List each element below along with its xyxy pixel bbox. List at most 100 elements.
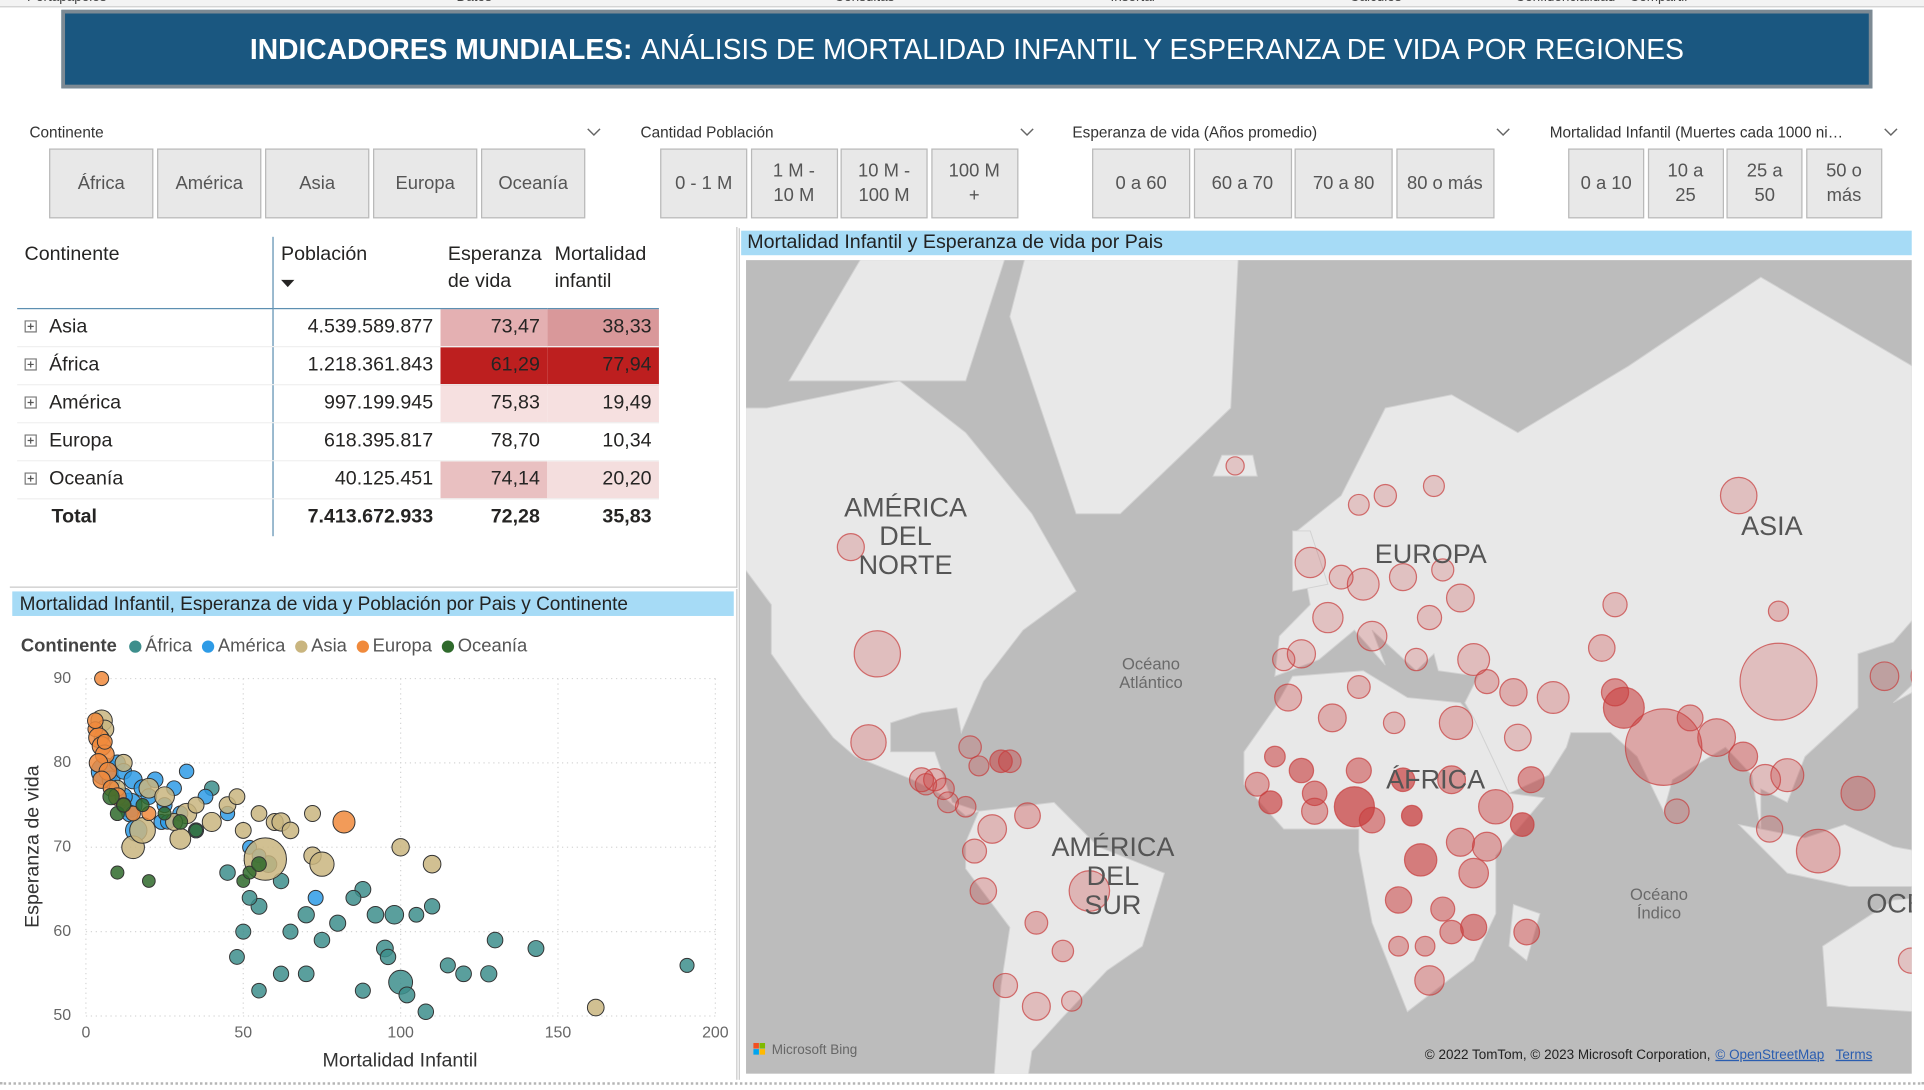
x-tick-label: 150 — [545, 1024, 572, 1041]
map-bubble — [1403, 843, 1438, 877]
slicer-button[interactable]: 10 a 25 — [1647, 148, 1724, 219]
map-bubble — [992, 972, 1019, 999]
column-header[interactable]: Población — [273, 236, 441, 310]
map-region-label: AMÉRICA — [844, 492, 967, 522]
matrix-table: Continente Población Esperanza de vida Mort… — [17, 236, 659, 537]
ribbon-group: Insertar — [1110, 0, 1156, 5]
y-tick-label: 90 — [53, 670, 71, 687]
slicer-button[interactable]: 80 o más — [1395, 148, 1494, 219]
bing-logo-square — [759, 1042, 766, 1049]
map-terms-link[interactable]: Terms — [1836, 1047, 1873, 1062]
slicer-button[interactable]: 60 a 70 — [1193, 148, 1292, 219]
y-tick-label: 80 — [53, 754, 71, 771]
map-bubble — [1404, 647, 1428, 672]
expand-plus — [27, 361, 34, 368]
ribbon-group: Compartir — [1630, 0, 1689, 5]
map-bubble — [1460, 913, 1488, 942]
map-bubble — [1509, 812, 1535, 837]
slicer-button[interactable]: 0 - 1 M — [660, 148, 748, 219]
map-bubble — [1869, 661, 1900, 692]
land-area — [1892, 684, 1912, 704]
map-bubble — [1728, 741, 1759, 772]
expand-icon[interactable] — [24, 358, 38, 371]
ribbon-group: Confidencialidad — [1515, 0, 1615, 5]
slicer-button[interactable]: 10 M - 100 M — [840, 148, 928, 219]
scatter-point — [87, 712, 104, 730]
scatter-point — [586, 998, 605, 1017]
slicer-button[interactable]: Asia — [265, 148, 370, 219]
slicer-button[interactable]: 100 M + — [930, 148, 1018, 219]
legend-label: Europa — [373, 635, 433, 656]
map-bubble — [1755, 815, 1784, 843]
expand-icon[interactable] — [24, 472, 38, 485]
scatter-point — [391, 838, 410, 857]
scatter-point — [189, 823, 204, 838]
scatter-point — [116, 797, 132, 813]
header-title-bold: INDICADORES MUNDIALES: — [249, 32, 633, 65]
slicer-button[interactable]: Europa — [373, 148, 478, 219]
map-bubble — [1388, 935, 1410, 957]
slicer-button[interactable]: África — [49, 148, 154, 219]
expand-icon[interactable] — [24, 320, 38, 333]
expand-plus — [27, 323, 34, 330]
scatter-point — [486, 931, 504, 949]
scatter-point — [242, 865, 257, 880]
map-bubble — [1431, 558, 1455, 582]
scatter-point — [141, 874, 156, 888]
map-bubble — [1719, 476, 1758, 515]
ribbon: Portapapeles Datos Consultas Insertar Cálcul… — [0, 0, 1924, 8]
slicer-button[interactable]: 0 a 10 — [1568, 148, 1645, 219]
map-bubble — [1503, 723, 1532, 752]
column-header[interactable]: Continente — [17, 236, 274, 310]
scatter-point — [345, 889, 362, 906]
sort-arrow — [280, 279, 295, 288]
slicer-button[interactable]: América — [157, 148, 262, 219]
slicer-button[interactable]: 70 a 80 — [1294, 148, 1393, 219]
map-bubble — [969, 877, 998, 905]
dropdown-chevron[interactable] — [1884, 128, 1899, 138]
scatter-point — [417, 1003, 435, 1021]
y-tick-label: 50 — [53, 1007, 71, 1024]
expand-box — [24, 434, 37, 447]
dropdown-chevron[interactable] — [587, 128, 602, 138]
dropdown-chevron[interactable] — [1496, 128, 1511, 138]
expand-icon[interactable] — [24, 434, 38, 447]
map-bubble — [1840, 775, 1876, 811]
dropdown-chevron[interactable] — [1020, 128, 1035, 138]
slicer-button[interactable]: 25 a 50 — [1726, 148, 1803, 219]
expand-icon[interactable] — [24, 396, 38, 409]
header-row: Continente Población Esperanza de vida Mort… — [17, 236, 659, 310]
map-bubble — [1346, 567, 1380, 601]
slicer-button[interactable]: 50 o más — [1805, 148, 1883, 219]
map-region-label: Océano — [1122, 654, 1180, 673]
ribbon-group: Cálculos — [1350, 0, 1402, 5]
column-header[interactable]: Esperanza de vida — [440, 236, 548, 310]
legend-label: América — [218, 635, 286, 656]
map-bubble — [1664, 798, 1690, 825]
map-bubble — [1263, 745, 1286, 768]
map-bubble — [853, 630, 902, 678]
slicer-button[interactable]: Oceanía — [480, 148, 586, 219]
map-osm-link[interactable]: © OpenStreetMap — [1715, 1047, 1824, 1062]
map-bubble — [1244, 771, 1270, 797]
life-cell: 61,29 — [440, 346, 548, 386]
map-bubble — [1676, 704, 1704, 732]
map-bubble — [1358, 806, 1386, 834]
population-cell: 4.539.589.877 — [273, 308, 441, 348]
slicer-button[interactable]: 0 a 60 — [1092, 148, 1191, 219]
map-bubble — [1536, 681, 1570, 715]
column-header[interactable]: Mortalidad infantil — [547, 236, 659, 310]
map-bubble — [1600, 678, 1630, 707]
legend-marker — [201, 640, 215, 653]
scatter-point — [282, 923, 299, 940]
legend-marker — [129, 640, 142, 653]
map-bubble — [1014, 802, 1041, 830]
population-cell: 618.395.817 — [273, 422, 441, 462]
table-row: Oceanía 40.125.451 74,14 20,20 — [17, 460, 659, 500]
row-header: Europa — [17, 422, 274, 462]
map-bubble — [1474, 669, 1500, 695]
chevron-shape — [1020, 128, 1034, 137]
population-cell: 7.413.672.933 — [307, 506, 434, 528]
slicer-button[interactable]: 1 M - 10 M — [750, 148, 838, 219]
